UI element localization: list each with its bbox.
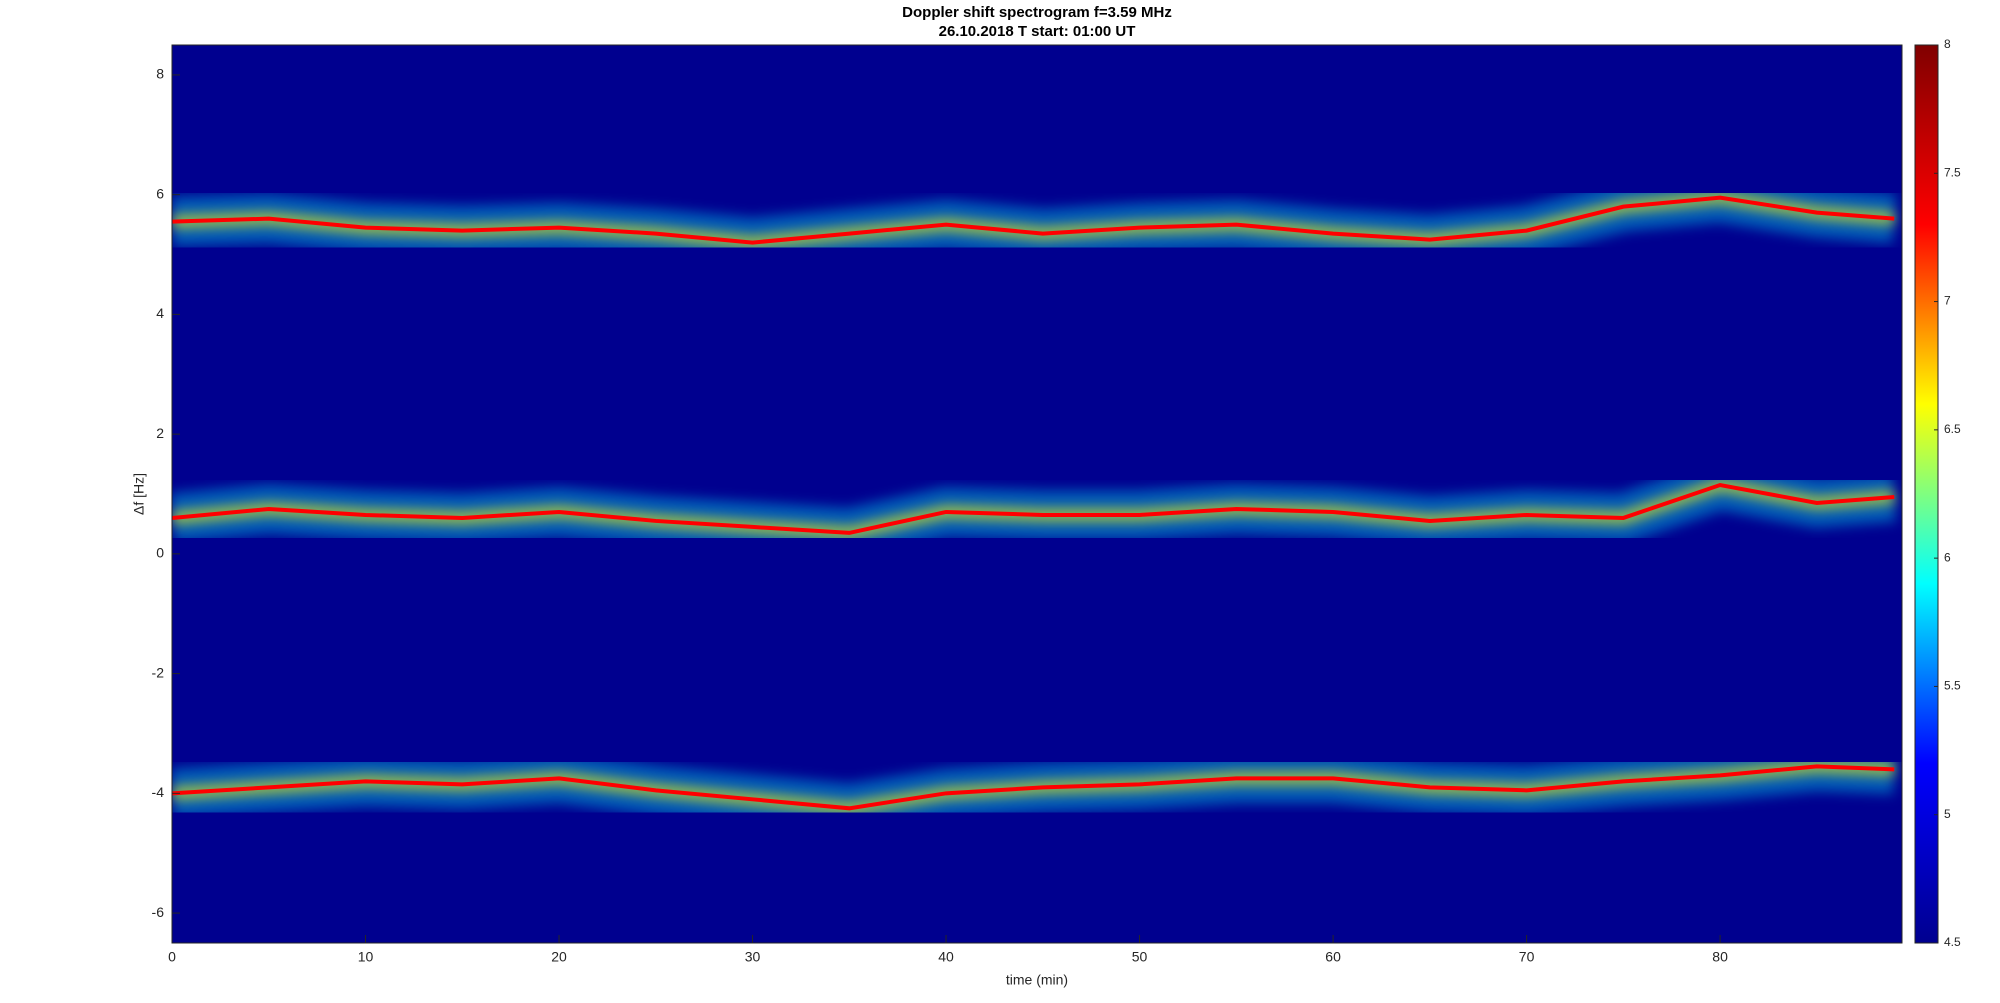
x-tick-label: 40 bbox=[938, 949, 954, 965]
colorbar-tick-label: 5 bbox=[1944, 807, 1951, 821]
colorbar-tick-label: 6 bbox=[1944, 550, 1951, 564]
colorbar-tick-label: 6.5 bbox=[1944, 422, 1961, 436]
plot-frame bbox=[171, 44, 1903, 944]
y-tick-label: 2 bbox=[156, 425, 164, 441]
y-tick-label: -6 bbox=[152, 904, 165, 920]
x-tick-label: 50 bbox=[1132, 949, 1148, 965]
y-tick-label: 0 bbox=[156, 545, 164, 561]
x-tick-label: 80 bbox=[1712, 949, 1728, 965]
plot-layer bbox=[172, 172, 1897, 834]
x-tick-label: 30 bbox=[745, 949, 761, 965]
y-axis-label: Δf [Hz] bbox=[131, 473, 147, 515]
band-ridge bbox=[172, 764, 1895, 811]
y-tick-label: 6 bbox=[156, 185, 164, 201]
x-tick-label: 70 bbox=[1519, 949, 1535, 965]
chart-subtitle: 26.10.2018 T start: 01:00 UT bbox=[939, 23, 1136, 40]
y-tick-label: 8 bbox=[156, 66, 164, 82]
chart-title: Doppler shift spectrogram f=3.59 MHz bbox=[902, 4, 1172, 21]
colorbar-tick-label: 7 bbox=[1944, 294, 1951, 308]
x-tick-label: 60 bbox=[1325, 949, 1341, 965]
x-axis-label: time (min) bbox=[1006, 972, 1068, 988]
colorbar-tick-label: 8 bbox=[1944, 37, 1951, 51]
colorbar bbox=[1914, 44, 1939, 944]
band-ridge bbox=[172, 195, 1895, 245]
colorbar-tick-label: 5.5 bbox=[1944, 679, 1961, 693]
colorbar-tick-label: 4.5 bbox=[1944, 935, 1961, 949]
band-ridge bbox=[172, 482, 1895, 535]
x-tick-label: 10 bbox=[358, 949, 374, 965]
x-tick-label: 20 bbox=[551, 949, 567, 965]
y-tick-label: 4 bbox=[156, 305, 164, 321]
x-tick-label: 0 bbox=[168, 949, 176, 965]
y-tick-label: -2 bbox=[152, 664, 165, 680]
y-tick-label: -4 bbox=[152, 784, 165, 800]
colorbar-tick-label: 7.5 bbox=[1944, 165, 1961, 179]
